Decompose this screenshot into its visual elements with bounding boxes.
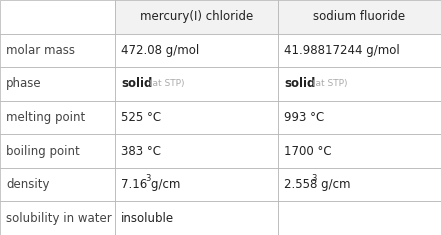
Bar (0, 101, 115, 134)
Text: (at STP): (at STP) (312, 79, 348, 88)
Bar (115, 67, 278, 101)
Bar (115, 101, 278, 134)
Bar (278, 201, 441, 235)
Bar (278, 101, 441, 134)
Text: 383 °C: 383 °C (121, 145, 161, 158)
Text: 2.558 g/cm: 2.558 g/cm (284, 178, 351, 191)
Text: 7.16 g/cm: 7.16 g/cm (121, 178, 180, 191)
Bar (278, 34, 441, 67)
Bar (0, 34, 115, 67)
Bar (115, 0, 278, 34)
Text: melting point: melting point (6, 111, 85, 124)
Text: density: density (6, 178, 49, 191)
Bar (0, 67, 115, 101)
Bar (0, 134, 115, 168)
Text: solid: solid (121, 77, 153, 90)
Bar (278, 0, 441, 34)
Text: 3: 3 (146, 174, 151, 183)
Text: phase: phase (6, 77, 41, 90)
Bar (0, 201, 115, 235)
Text: boiling point: boiling point (6, 145, 80, 158)
Bar (115, 168, 278, 201)
Text: 993 °C: 993 °C (284, 111, 324, 124)
Bar (115, 134, 278, 168)
Bar (115, 201, 278, 235)
Text: sodium fluoride: sodium fluoride (314, 10, 406, 23)
Text: molar mass: molar mass (6, 44, 75, 57)
Text: 41.98817244 g/mol: 41.98817244 g/mol (284, 44, 400, 57)
Bar (0, 0, 115, 34)
Text: 472.08 g/mol: 472.08 g/mol (121, 44, 199, 57)
Bar (0, 168, 115, 201)
Text: solid: solid (284, 77, 315, 90)
Text: solubility in water: solubility in water (6, 212, 112, 225)
Bar (115, 34, 278, 67)
Text: insoluble: insoluble (121, 212, 174, 225)
Text: 525 °C: 525 °C (121, 111, 161, 124)
Bar (278, 67, 441, 101)
Text: (at STP): (at STP) (149, 79, 184, 88)
Text: mercury(I) chloride: mercury(I) chloride (140, 10, 253, 23)
Bar (278, 168, 441, 201)
Bar (278, 134, 441, 168)
Text: 3: 3 (311, 174, 317, 183)
Text: 1700 °C: 1700 °C (284, 145, 332, 158)
